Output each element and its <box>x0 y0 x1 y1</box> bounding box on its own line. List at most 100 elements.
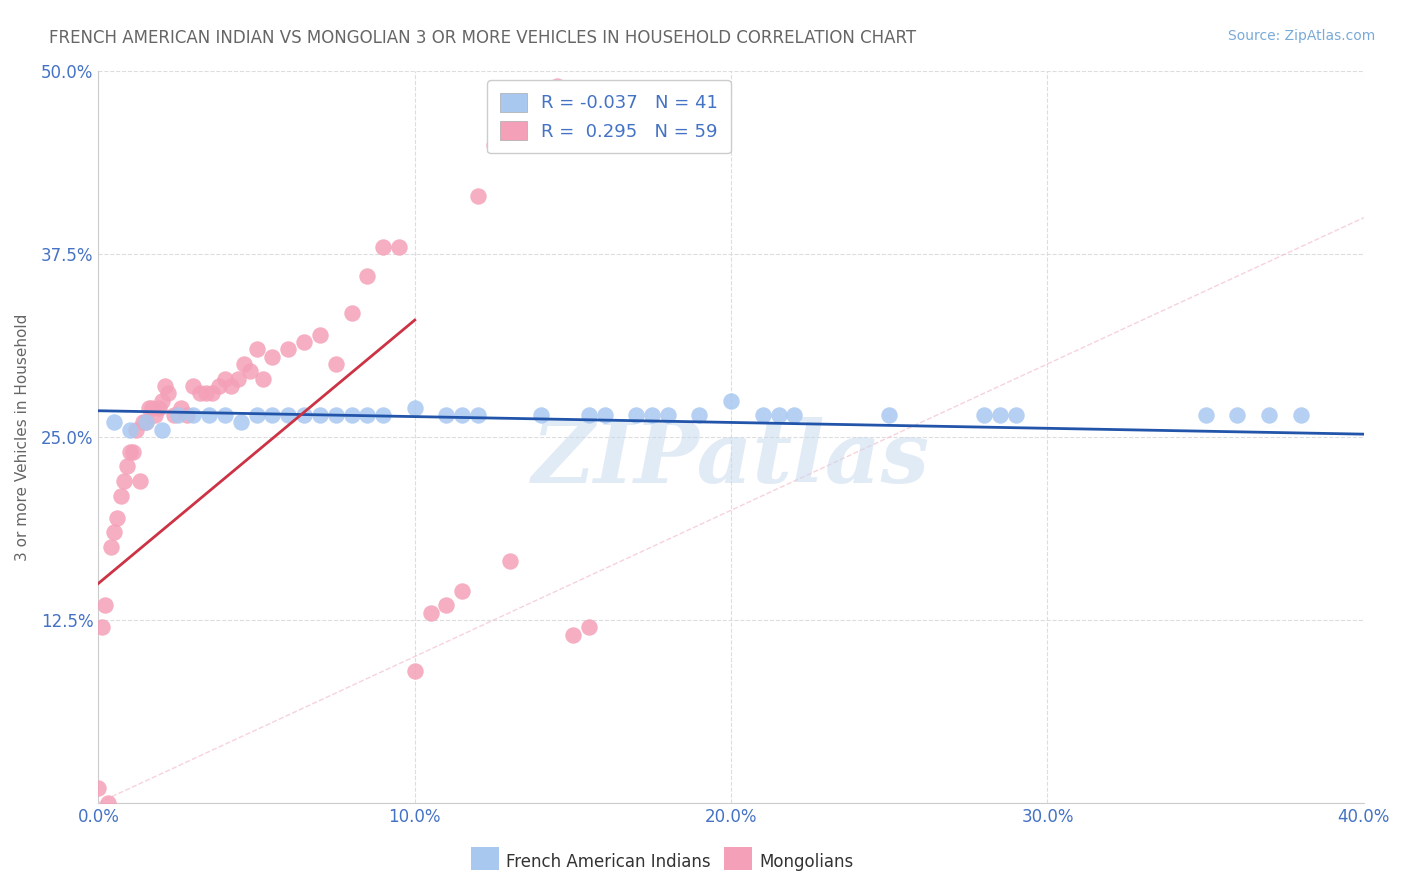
Point <box>657 408 679 422</box>
Point <box>125 423 148 437</box>
Point <box>148 401 170 415</box>
Point <box>578 408 600 422</box>
Point <box>120 444 141 458</box>
Point <box>135 416 157 430</box>
Point <box>135 416 157 430</box>
Point <box>145 408 166 422</box>
Point <box>214 371 236 385</box>
Point <box>87 781 110 796</box>
Point <box>100 540 122 554</box>
Point <box>194 386 218 401</box>
Point <box>515 108 537 122</box>
Point <box>183 379 205 393</box>
Point <box>115 459 138 474</box>
Point <box>482 137 505 152</box>
Point <box>157 386 180 401</box>
Point <box>356 408 378 422</box>
Point <box>1226 408 1249 422</box>
Point <box>112 474 135 488</box>
Point <box>229 416 252 430</box>
Point <box>451 408 474 422</box>
Point <box>110 489 132 503</box>
Point <box>90 620 112 634</box>
Point <box>988 408 1011 422</box>
Point <box>356 269 378 284</box>
Text: French American Indians: French American Indians <box>506 853 711 871</box>
Point <box>150 423 173 437</box>
Point <box>325 408 347 422</box>
Point <box>107 510 129 524</box>
Point <box>388 240 411 254</box>
Point <box>783 408 806 422</box>
Point <box>233 357 256 371</box>
Y-axis label: 3 or more Vehicles in Household: 3 or more Vehicles in Household <box>15 313 30 561</box>
Point <box>688 408 710 422</box>
Point <box>371 240 394 254</box>
Point <box>530 94 553 108</box>
Point <box>93 599 117 613</box>
Point <box>1004 408 1026 422</box>
Point <box>467 408 489 422</box>
Point <box>1289 408 1312 422</box>
Point <box>451 583 474 598</box>
Point <box>498 554 520 568</box>
Point <box>198 408 221 422</box>
Point <box>1194 408 1216 422</box>
Point <box>219 379 243 393</box>
Point <box>169 401 191 415</box>
Point <box>262 408 284 422</box>
Point <box>226 371 249 385</box>
Point <box>578 620 600 634</box>
Point <box>103 525 125 540</box>
Point <box>546 78 568 93</box>
Point <box>176 408 198 422</box>
Point <box>277 343 299 357</box>
Point <box>183 408 205 422</box>
Point <box>252 371 274 385</box>
Point <box>138 401 160 415</box>
Point <box>624 408 647 422</box>
Point <box>201 386 224 401</box>
Point <box>530 408 553 422</box>
Point <box>1257 408 1279 422</box>
Text: Mongolians: Mongolians <box>759 853 853 871</box>
Point <box>141 401 163 415</box>
Point <box>309 327 332 342</box>
Point <box>641 408 664 422</box>
Point <box>751 408 773 422</box>
Point <box>239 364 262 378</box>
Point <box>593 408 616 422</box>
Legend: R = -0.037   N = 41, R =  0.295   N = 59: R = -0.037 N = 41, R = 0.295 N = 59 <box>486 80 731 153</box>
Point <box>436 408 458 422</box>
Point <box>246 408 269 422</box>
FancyBboxPatch shape <box>471 847 499 870</box>
Point <box>292 408 315 422</box>
Text: FRENCH AMERICAN INDIAN VS MONGOLIAN 3 OR MORE VEHICLES IN HOUSEHOLD CORRELATION : FRENCH AMERICAN INDIAN VS MONGOLIAN 3 OR… <box>49 29 917 46</box>
Point <box>150 393 173 408</box>
Point <box>262 350 284 364</box>
Point <box>877 408 900 422</box>
Text: Source: ZipAtlas.com: Source: ZipAtlas.com <box>1227 29 1375 43</box>
Point <box>325 357 347 371</box>
Point <box>561 627 585 641</box>
Point <box>163 408 186 422</box>
FancyBboxPatch shape <box>724 847 752 870</box>
Point <box>419 606 441 620</box>
Point <box>103 416 125 430</box>
Point <box>371 408 394 422</box>
Point <box>214 408 236 422</box>
Text: ZIPatlas: ZIPatlas <box>531 417 931 500</box>
Point <box>128 474 150 488</box>
Point <box>720 393 742 408</box>
Point <box>153 379 176 393</box>
Point <box>340 306 363 320</box>
Point <box>340 408 363 422</box>
Point <box>467 188 489 202</box>
Point <box>188 386 211 401</box>
Point <box>768 408 790 422</box>
Point <box>436 599 458 613</box>
Point <box>132 416 155 430</box>
Point <box>208 379 231 393</box>
Point <box>97 796 120 810</box>
Point <box>292 334 315 349</box>
